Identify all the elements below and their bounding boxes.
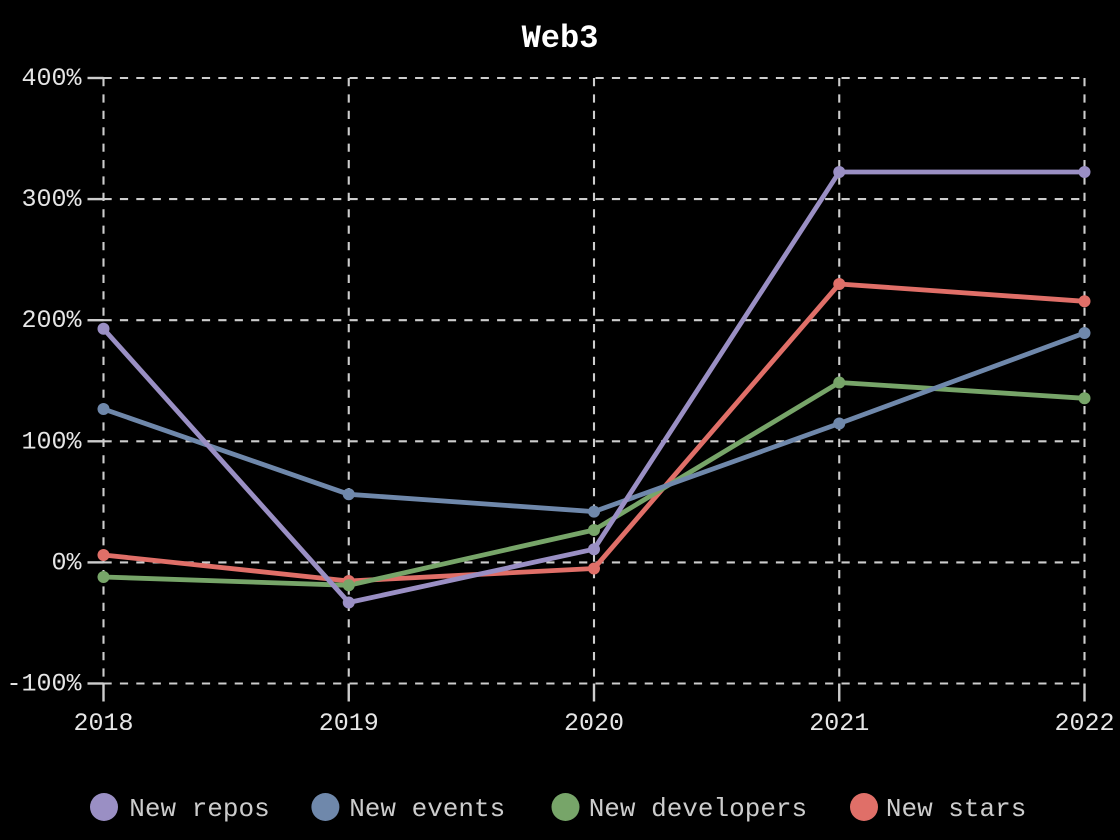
svg-text:300%: 300%	[21, 185, 82, 214]
svg-text:2022: 2022	[1054, 709, 1114, 738]
svg-text:New stars: New stars	[886, 794, 1026, 824]
svg-text:400%: 400%	[21, 64, 82, 93]
svg-text:0%: 0%	[51, 548, 82, 577]
svg-text:Web3: Web3	[522, 20, 599, 57]
svg-text:100%: 100%	[21, 427, 82, 456]
svg-text:2020: 2020	[564, 709, 624, 738]
svg-text:2021: 2021	[809, 709, 869, 738]
svg-text:New events: New events	[349, 794, 505, 824]
svg-text:New repos: New repos	[129, 794, 269, 824]
svg-text:New developers: New developers	[589, 794, 807, 824]
svg-text:-100%: -100%	[6, 670, 82, 699]
svg-text:2018: 2018	[73, 709, 133, 738]
svg-text:2019: 2019	[319, 709, 379, 738]
svg-text:200%: 200%	[21, 306, 82, 335]
